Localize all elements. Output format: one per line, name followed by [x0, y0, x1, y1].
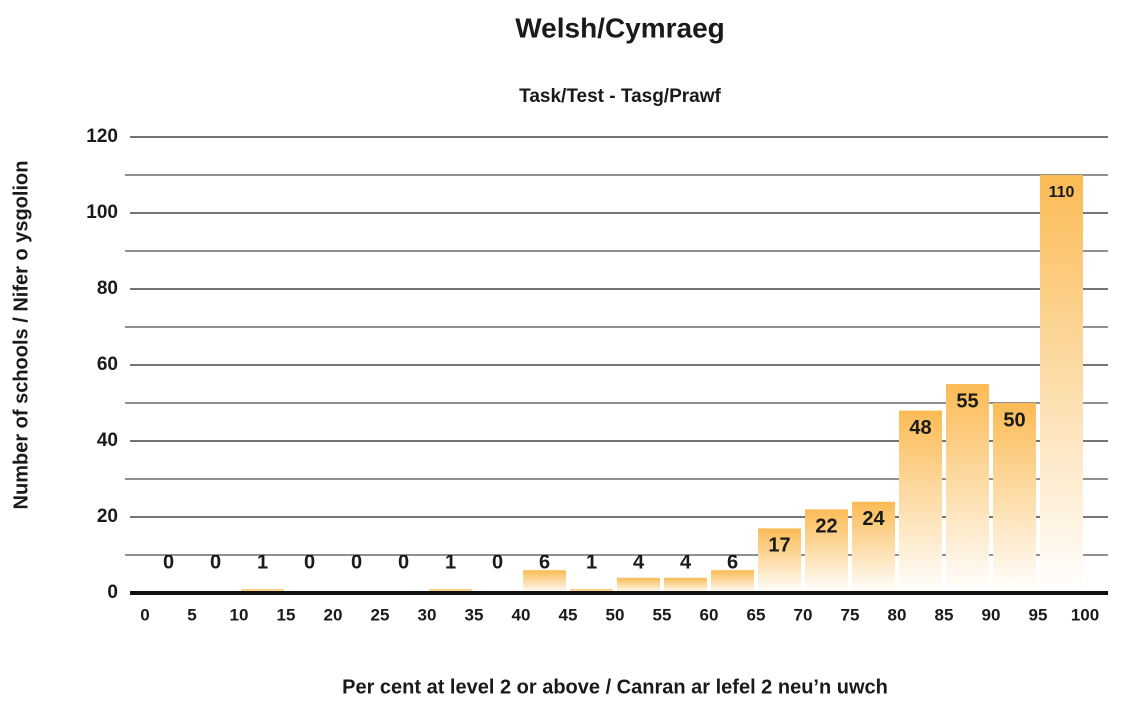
x-tick-label: 15 — [277, 605, 296, 624]
bar — [523, 570, 566, 593]
x-tick-label: 45 — [559, 605, 578, 624]
value-label: 4 — [633, 551, 645, 573]
value-label: 17 — [768, 535, 790, 557]
value-label: 6 — [539, 551, 550, 573]
bar — [899, 410, 942, 593]
bar — [805, 509, 848, 593]
bar — [664, 577, 707, 593]
value-label: 1 — [586, 551, 597, 573]
value-label: 55 — [956, 390, 978, 412]
bar — [946, 384, 989, 593]
x-tick-label: 35 — [465, 605, 484, 624]
x-tick-label: 25 — [371, 605, 390, 624]
bar — [852, 501, 895, 593]
value-label: 6 — [727, 551, 738, 573]
value-label: 0 — [398, 551, 409, 573]
x-tick-label: 30 — [418, 605, 437, 624]
y-tick-label: 0 — [107, 582, 118, 603]
chart-subtitle: Task/Test - Tasg/Prawf — [519, 86, 721, 107]
x-tick-label: 50 — [606, 605, 625, 624]
value-label: 0 — [210, 551, 221, 573]
value-label: 24 — [862, 508, 885, 530]
x-tick-label: 10 — [230, 605, 249, 624]
value-label: 1 — [445, 551, 456, 573]
value-label: 0 — [304, 551, 315, 573]
y-tick-label: 120 — [86, 126, 118, 147]
value-label: 0 — [163, 551, 174, 573]
x-axis-label: Per cent at level 2 or above / Canran ar… — [342, 676, 888, 698]
value-label: 22 — [815, 516, 837, 538]
y-tick-label: 80 — [97, 278, 118, 299]
value-label: 48 — [909, 417, 931, 439]
y-tick-label: 60 — [97, 354, 118, 375]
bar — [993, 403, 1036, 593]
x-tick-label: 70 — [794, 605, 813, 624]
x-tick-label: 80 — [888, 605, 907, 624]
x-tick-label: 60 — [700, 605, 719, 624]
value-label: 0 — [492, 551, 503, 573]
value-label: 4 — [680, 551, 692, 573]
bar — [1040, 175, 1083, 593]
value-label: 50 — [1003, 409, 1025, 431]
value-label: 110 — [1049, 184, 1075, 201]
value-label: 1 — [257, 551, 268, 573]
x-tick-label: 95 — [1029, 605, 1048, 624]
bar — [617, 577, 660, 593]
x-tick-label: 90 — [982, 605, 1001, 624]
x-tick-label: 75 — [841, 605, 860, 624]
x-tick-label: 5 — [187, 605, 196, 624]
bar — [711, 570, 754, 593]
x-tick-label: 20 — [324, 605, 343, 624]
x-tick-label: 65 — [747, 605, 766, 624]
y-tick-label: 20 — [97, 506, 118, 527]
y-axis-label: Number of schools / Nifer o ysgolion — [10, 161, 32, 510]
y-tick-label: 40 — [97, 430, 118, 451]
bar — [758, 528, 801, 593]
x-tick-label: 0 — [140, 605, 149, 624]
x-tick-label: 100 — [1071, 605, 1099, 624]
x-tick-label: 40 — [512, 605, 531, 624]
chart-title: Welsh/Cymraeg — [515, 12, 725, 43]
x-tick-label: 55 — [653, 605, 672, 624]
y-tick-label: 100 — [86, 202, 118, 223]
value-label: 0 — [351, 551, 362, 573]
x-tick-label: 85 — [935, 605, 954, 624]
